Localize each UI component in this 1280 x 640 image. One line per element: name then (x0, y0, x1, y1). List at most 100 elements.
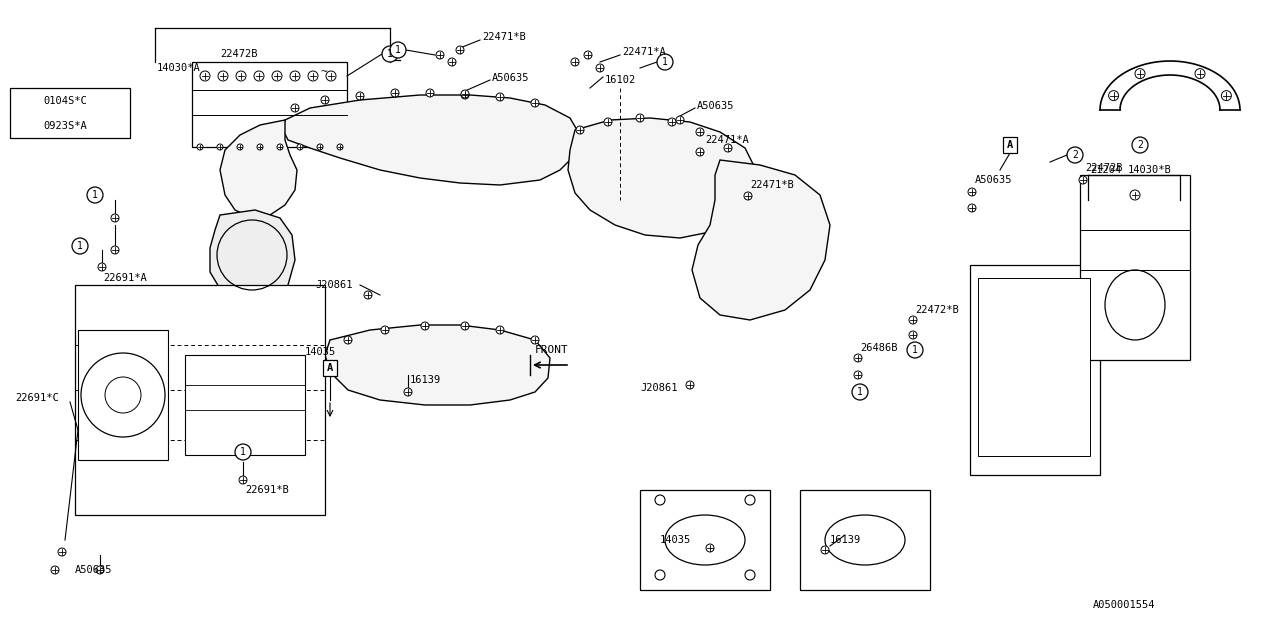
Circle shape (291, 104, 300, 112)
Circle shape (456, 46, 465, 54)
Circle shape (1135, 68, 1146, 79)
Text: A: A (1007, 140, 1014, 150)
Circle shape (218, 144, 223, 150)
Text: 0104S*C: 0104S*C (44, 96, 87, 106)
Text: 16102: 16102 (605, 75, 636, 85)
Circle shape (724, 144, 732, 152)
Circle shape (636, 114, 644, 122)
Circle shape (51, 566, 59, 574)
Text: 1: 1 (92, 190, 99, 200)
Circle shape (308, 71, 317, 81)
Circle shape (461, 322, 468, 330)
Text: 22691*C: 22691*C (15, 393, 59, 403)
Text: J20861: J20861 (315, 280, 352, 290)
Circle shape (686, 381, 694, 389)
Circle shape (852, 384, 868, 400)
Text: 2: 2 (20, 121, 27, 131)
Circle shape (390, 42, 406, 58)
Text: 22691*A: 22691*A (102, 273, 147, 283)
Text: 22472B: 22472B (220, 49, 257, 59)
Circle shape (257, 144, 262, 150)
Text: 1: 1 (396, 45, 401, 55)
Circle shape (197, 144, 204, 150)
Text: 1: 1 (241, 447, 246, 457)
Text: J20861: J20861 (640, 383, 677, 393)
Circle shape (87, 187, 102, 203)
Text: 1: 1 (662, 57, 668, 67)
Text: 16139: 16139 (410, 375, 442, 385)
Text: 22472*B: 22472*B (915, 305, 959, 315)
Polygon shape (220, 120, 297, 218)
Circle shape (364, 291, 372, 299)
Circle shape (1221, 91, 1231, 100)
Circle shape (1079, 176, 1087, 184)
Circle shape (58, 548, 67, 556)
Text: ~: ~ (320, 67, 326, 77)
Circle shape (96, 566, 104, 574)
Polygon shape (283, 95, 580, 185)
Circle shape (531, 336, 539, 344)
Bar (978, 278, 1091, 456)
Circle shape (236, 71, 246, 81)
Circle shape (596, 64, 604, 72)
Text: 22471*B: 22471*B (750, 180, 794, 190)
Circle shape (356, 92, 364, 100)
Text: 1: 1 (20, 96, 27, 106)
Circle shape (448, 58, 456, 66)
Text: A50635: A50635 (975, 175, 1012, 185)
Circle shape (404, 388, 412, 396)
Circle shape (854, 371, 861, 379)
Circle shape (571, 58, 579, 66)
Text: 22471*A: 22471*A (705, 135, 749, 145)
Text: 22691*B: 22691*B (244, 485, 289, 495)
Text: A050001554: A050001554 (1093, 600, 1155, 610)
Bar (76, 285, 325, 515)
Polygon shape (210, 210, 294, 300)
Text: 1: 1 (77, 241, 83, 251)
Circle shape (321, 96, 329, 104)
Circle shape (744, 192, 753, 200)
Circle shape (337, 144, 343, 150)
Circle shape (297, 144, 303, 150)
Circle shape (390, 89, 399, 97)
Circle shape (99, 263, 106, 271)
Text: 22471*A: 22471*A (622, 47, 666, 57)
Text: 1: 1 (387, 49, 393, 59)
Circle shape (111, 214, 119, 222)
Circle shape (381, 326, 389, 334)
Circle shape (696, 128, 704, 136)
Text: 14030*A: 14030*A (157, 63, 201, 73)
Circle shape (696, 148, 704, 156)
Text: 1: 1 (858, 387, 863, 397)
Circle shape (1130, 190, 1140, 200)
Bar (10, 88, 131, 138)
Circle shape (497, 93, 504, 101)
Text: 21204: 21204 (1091, 165, 1121, 175)
Circle shape (576, 126, 584, 134)
Circle shape (426, 89, 434, 97)
Text: A50635: A50635 (698, 101, 735, 111)
Text: 16139: 16139 (829, 535, 861, 545)
Circle shape (276, 144, 283, 150)
Text: 22472B: 22472B (1085, 163, 1123, 173)
Bar (186, 355, 305, 455)
Bar (970, 265, 1100, 475)
Circle shape (1108, 91, 1119, 100)
Circle shape (381, 46, 398, 62)
Circle shape (17, 118, 32, 134)
Circle shape (218, 71, 228, 81)
Circle shape (273, 71, 282, 81)
Bar (1080, 175, 1190, 360)
Text: 2: 2 (1073, 150, 1078, 160)
Circle shape (909, 316, 916, 324)
Circle shape (111, 246, 119, 254)
Text: 22471*B: 22471*B (483, 32, 526, 42)
Circle shape (707, 544, 714, 552)
Circle shape (291, 71, 300, 81)
Text: 14030*B: 14030*B (1128, 165, 1171, 175)
Circle shape (317, 144, 323, 150)
Circle shape (531, 99, 539, 107)
Circle shape (461, 90, 468, 98)
Polygon shape (325, 325, 550, 405)
Text: 26486B: 26486B (860, 343, 897, 353)
